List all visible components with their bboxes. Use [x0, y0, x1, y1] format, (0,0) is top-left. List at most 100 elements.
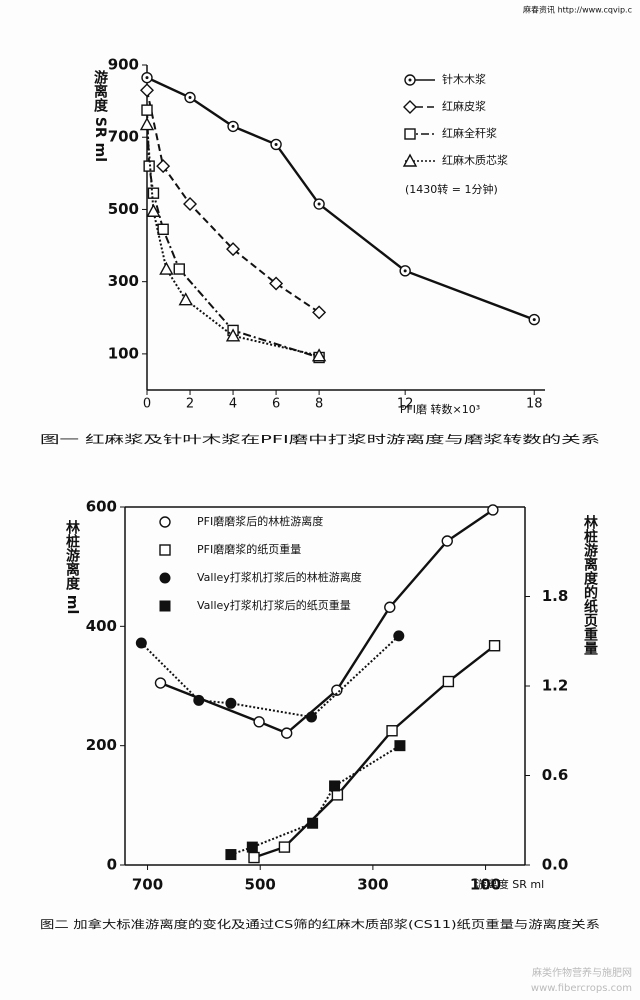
data-point	[154, 677, 167, 689]
data-point	[311, 348, 327, 362]
watermark: www.fibercrops.com	[531, 983, 632, 994]
legend-label: 红麻全秆浆	[442, 126, 497, 140]
data-point	[441, 535, 453, 547]
data-point	[183, 197, 198, 212]
x-tick-label: 100	[470, 876, 501, 894]
legend-label: Valley打浆机打浆后的林桩游离度	[197, 570, 362, 584]
data-point	[253, 716, 265, 728]
y-tick-label: 600	[86, 498, 117, 516]
data-point	[225, 328, 241, 342]
data-point	[488, 640, 501, 652]
data-point	[393, 630, 405, 642]
data-point	[280, 727, 293, 739]
y-tick-label: 900	[108, 56, 139, 74]
y-tick-label: 300	[108, 272, 139, 290]
data-point	[386, 725, 398, 737]
y2-tick-label: 0.0	[542, 856, 569, 874]
data-point	[156, 159, 171, 174]
x-tick-label: 2	[186, 397, 194, 412]
y-tick-label: 0	[107, 856, 117, 874]
y-tick-label: 500	[108, 200, 139, 218]
data-point	[147, 187, 160, 199]
data-point	[384, 601, 396, 613]
legend-marker	[159, 572, 171, 584]
legend-label: 针木木浆	[442, 72, 486, 86]
data-point	[225, 697, 237, 709]
y-tick-label: 400	[86, 617, 117, 635]
data-point	[140, 83, 154, 98]
data-point	[173, 263, 185, 275]
point-dot	[188, 96, 192, 99]
watermark: 麻类作物营养与施肥网	[532, 966, 632, 979]
data-point	[226, 242, 241, 257]
data-point	[307, 817, 319, 829]
legend-marker	[159, 600, 171, 612]
x-tick-label: 18	[526, 397, 543, 412]
data-point	[442, 675, 455, 688]
data-point	[141, 104, 153, 116]
legend-marker	[159, 544, 171, 556]
y2-axis-label: 林桩游离度的纸页重量	[582, 514, 598, 656]
data-point	[225, 849, 237, 861]
legend-label: 红麻木质芯浆	[442, 153, 508, 167]
data-point	[193, 694, 205, 706]
y-axis-label: 游离度 SR ml	[92, 69, 108, 162]
chart-caption: 图一 红麻浆及针叶木浆在PFI磨中打浆时游离度与磨浆转数的关系	[40, 432, 600, 446]
data-point	[269, 276, 284, 291]
point-dot	[403, 269, 407, 273]
legend-marker	[404, 128, 416, 140]
x-tick-label: 0	[143, 397, 151, 412]
data-point	[135, 637, 147, 649]
x-tick-label: 6	[272, 397, 280, 412]
x-tick-label: 4	[229, 397, 237, 412]
legend-label: PFI磨磨浆的纸页重量	[197, 542, 301, 556]
data-point	[329, 780, 341, 792]
data-point	[248, 851, 260, 864]
series-line	[146, 124, 320, 357]
x-tick-label: 8	[315, 397, 323, 412]
data-point	[139, 117, 155, 131]
y2-tick-label: 0.6	[542, 766, 569, 784]
y2-tick-label: 1.2	[542, 677, 569, 695]
legend-label: PFI磨磨浆后的林桩游离度	[197, 514, 323, 528]
x-axis-label: PFI磨 转数×10³	[400, 402, 480, 416]
x-tick-label: 300	[357, 876, 388, 894]
y-tick-label: 700	[108, 128, 139, 146]
data-point	[487, 504, 499, 516]
y2-tick-label: 1.8	[542, 587, 569, 605]
point-dot	[532, 318, 536, 322]
legend-label: 红麻皮浆	[442, 99, 486, 113]
page-header: 麻春资讯 http://www.cqvip.c	[523, 5, 632, 15]
series-line	[146, 90, 320, 314]
data-point	[178, 292, 193, 306]
data-point	[331, 684, 343, 696]
series-line	[230, 744, 401, 856]
chart-note: (1430转 = 1分钟)	[405, 182, 498, 196]
data-point	[159, 261, 174, 275]
data-point	[394, 740, 406, 752]
data-point	[157, 223, 169, 236]
x-tick-label: 700	[132, 876, 163, 894]
point-dot	[274, 142, 278, 146]
point-dot	[145, 76, 149, 80]
y-tick-label: 100	[108, 344, 139, 362]
legend-marker	[159, 516, 171, 528]
data-point	[246, 841, 258, 853]
chart-caption: 图二 加拿大标准游离度的变化及通过CS筛的红麻木质部浆(CS11)纸页重量与游离…	[40, 917, 600, 931]
point-dot	[408, 78, 412, 82]
y-axis-label: 林桩游离度 ml	[64, 519, 80, 614]
data-point	[312, 305, 327, 320]
point-dot	[231, 124, 235, 128]
y-tick-label: 200	[86, 736, 117, 754]
data-point	[305, 711, 317, 723]
x-tick-label: 12	[397, 397, 414, 412]
data-point	[146, 203, 161, 217]
x-tick-label: 500	[245, 876, 276, 894]
legend-label: Valley打浆机打浆后的纸页重量	[197, 598, 351, 612]
legend-marker	[402, 153, 418, 167]
legend-marker	[403, 100, 417, 114]
point-dot	[317, 202, 321, 206]
data-point	[278, 841, 291, 853]
